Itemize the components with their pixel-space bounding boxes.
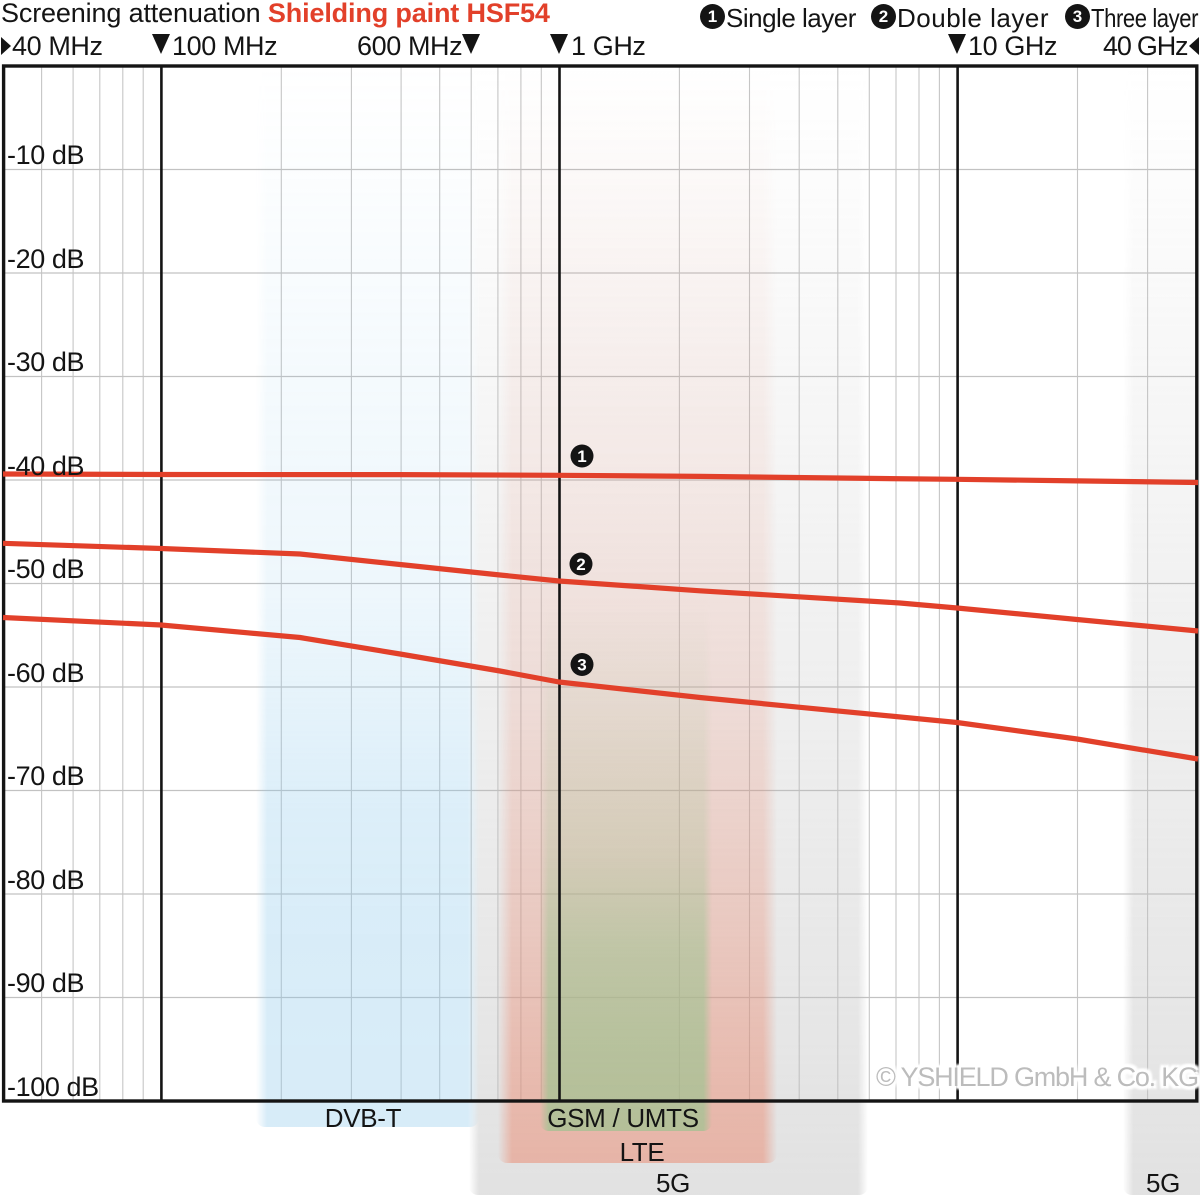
svg-text:2: 2	[576, 555, 585, 574]
svg-text:1: 1	[577, 447, 586, 466]
svg-text:3: 3	[577, 656, 586, 675]
